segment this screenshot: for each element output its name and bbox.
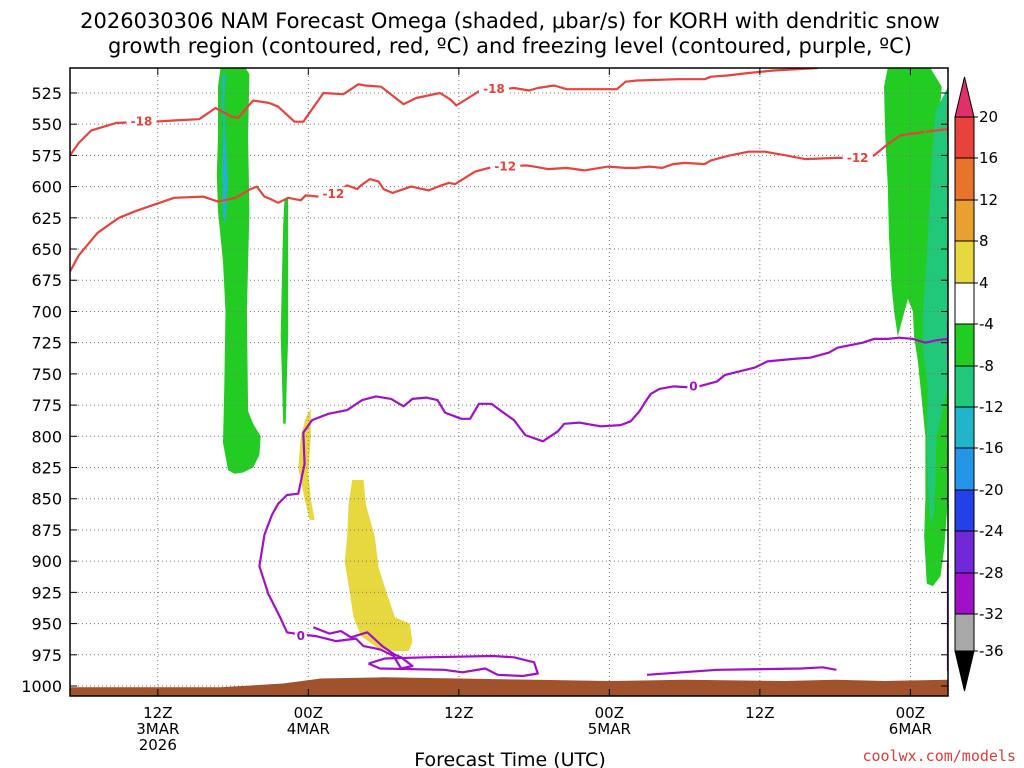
contour-label-bg bbox=[318, 187, 349, 202]
colorbar-label: -32 bbox=[979, 605, 1004, 623]
red-contour-label: -12 bbox=[323, 187, 345, 201]
colorbar-segment bbox=[954, 613, 975, 652]
y-tick-label: 575 bbox=[31, 146, 62, 165]
x-tick-label: 12Z bbox=[143, 704, 172, 722]
contour-label-bg bbox=[842, 150, 873, 165]
contour-label-bg bbox=[478, 82, 509, 97]
temperature-contour bbox=[70, 130, 925, 273]
colorbar-segment bbox=[954, 530, 975, 574]
colorbar-segment bbox=[954, 282, 975, 325]
omega-region bbox=[280, 196, 289, 424]
y-tick-label: 625 bbox=[31, 209, 62, 228]
omega-region bbox=[216, 68, 261, 474]
red-contour-label: -12 bbox=[494, 160, 516, 174]
x-axis-label: Forecast Time (UTC) bbox=[414, 749, 605, 768]
terrain-fill bbox=[70, 677, 948, 696]
plot-inner: -18-18-12-12-12000 bbox=[70, 68, 948, 696]
colorbar-label: -16 bbox=[979, 439, 1004, 457]
colorbar-label: 8 bbox=[979, 232, 989, 250]
y-tick-label: 825 bbox=[31, 459, 62, 478]
omega-region bbox=[298, 408, 315, 520]
red-contour-label: -12 bbox=[847, 151, 869, 165]
y-tick-label: 700 bbox=[31, 302, 62, 321]
chart-title-line-1: 2026030306 NAM Forecast Omega (shaded, μ… bbox=[80, 9, 940, 33]
colorbar-segment bbox=[954, 323, 975, 367]
contour-label-bg bbox=[687, 379, 700, 394]
colorbar-label: 4 bbox=[979, 274, 989, 292]
colorbar-top-arrow bbox=[954, 76, 975, 118]
x-tick-label: 00Z bbox=[595, 704, 624, 722]
y-tick-label: 775 bbox=[31, 396, 62, 415]
colorbar: 20 16 12 8 4 -4 -8 -12 -16 -20 -24 -28 -32 -36 bbox=[954, 76, 1004, 692]
omega-region bbox=[922, 68, 948, 537]
x-tick-label: 5MAR bbox=[588, 720, 631, 738]
x-tick-label: 4MAR bbox=[287, 720, 330, 738]
colorbar-label: -8 bbox=[979, 357, 994, 375]
colorbar-segment bbox=[954, 240, 975, 284]
y-tick-label: 900 bbox=[31, 552, 62, 571]
y-tick-label: 600 bbox=[31, 178, 62, 197]
y-tick-label: 975 bbox=[31, 646, 62, 665]
freezing-level-contour bbox=[368, 654, 539, 678]
colorbar-segment bbox=[954, 199, 975, 242]
x-tick-label: 3MAR bbox=[136, 720, 179, 738]
y-tick-label: 850 bbox=[31, 490, 62, 509]
colorbar-segment bbox=[954, 365, 975, 408]
chart-title-line-2: growth region (contoured, red, ºC) and f… bbox=[108, 34, 912, 58]
colorbar-segment bbox=[954, 157, 975, 201]
purple-contour-label: 0 bbox=[689, 379, 697, 393]
x-tick-label: 00Z bbox=[896, 704, 925, 722]
x-tick-label: 6MAR bbox=[889, 720, 932, 738]
freezing-level-contour bbox=[646, 666, 837, 676]
colorbar-segment bbox=[954, 406, 975, 449]
colorbar-label: -28 bbox=[979, 564, 1004, 582]
purple-contour-label: 0 bbox=[297, 629, 305, 643]
omega-region bbox=[344, 480, 413, 652]
colorbar-label: -4 bbox=[979, 315, 994, 333]
colorbar-segment bbox=[954, 447, 975, 491]
y-tick-label: 650 bbox=[31, 240, 62, 259]
y-tick-label: 550 bbox=[31, 115, 62, 134]
plot-frame bbox=[69, 67, 949, 697]
colorbar-segment bbox=[954, 572, 975, 615]
contour-label-bg bbox=[490, 159, 521, 174]
colorbar-label: 20 bbox=[979, 108, 998, 126]
colorbar-label: 16 bbox=[979, 149, 998, 167]
y-tick-label: 525 bbox=[31, 84, 62, 103]
y-tick-label: 800 bbox=[31, 427, 62, 446]
y-tick-label: 925 bbox=[31, 583, 62, 602]
y-tick-label: 875 bbox=[31, 521, 62, 540]
colorbar-label: -20 bbox=[979, 481, 1004, 499]
temperature-contour bbox=[70, 68, 818, 157]
contour-label-bg bbox=[126, 114, 157, 129]
y-tick-label: 725 bbox=[31, 334, 62, 353]
credit-text: coolwx.com/models bbox=[862, 747, 1016, 765]
y-tick-label: 1000 bbox=[21, 677, 62, 696]
colorbar-segment bbox=[954, 116, 975, 159]
colorbar-label: -24 bbox=[979, 522, 1004, 540]
colorbar-segment bbox=[954, 489, 975, 532]
red-contour-label: -18 bbox=[131, 115, 153, 129]
x-tick-label: 12Z bbox=[745, 704, 774, 722]
colorbar-label: 12 bbox=[979, 191, 998, 209]
y-tick-label: 750 bbox=[31, 365, 62, 384]
colorbar-label: -36 bbox=[979, 642, 1004, 660]
colorbar-label: -12 bbox=[979, 398, 1004, 416]
x-tick-label: 00Z bbox=[294, 704, 323, 722]
y-tick-label: 950 bbox=[31, 615, 62, 634]
x-tick-label: 12Z bbox=[444, 704, 473, 722]
x-tick-label: 2026 bbox=[139, 736, 177, 754]
colorbar-bottom-arrow bbox=[954, 650, 975, 692]
plot-area: -18-18-12-12-120005255505756006256506757… bbox=[21, 67, 949, 754]
y-tick-label: 675 bbox=[31, 271, 62, 290]
contour-label-bg bbox=[294, 629, 307, 644]
red-contour-label: -18 bbox=[483, 82, 505, 96]
